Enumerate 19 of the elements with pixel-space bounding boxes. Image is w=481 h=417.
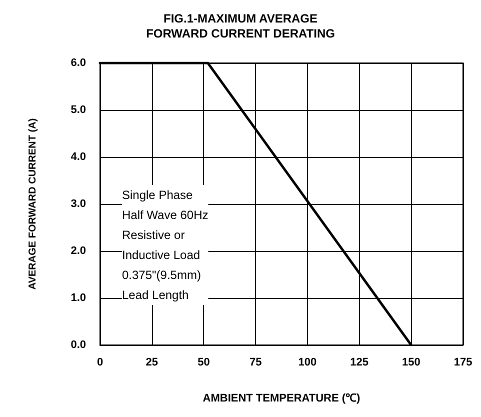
y-tick-label: 5.0 — [70, 104, 86, 116]
y-tick-label: 2.0 — [70, 245, 86, 257]
x-tick-label: 50 — [198, 356, 210, 368]
x-tick-label: 125 — [350, 356, 368, 368]
annotation: Single Phase Half Wave 60Hz Resistive or Inductive Load 0.375"(9.5mm) Lead Length — [122, 188, 208, 302]
y-axis-title: AVERAGE FORWARD CURRENT (A) — [28, 118, 38, 290]
chart-title: FIG.1-MAXIMUM AVERAGE FORWARD CURRENT DERATING — [146, 12, 335, 40]
x-axis-title: AMBIENT TEMPERATURE (℃) — [202, 392, 361, 404]
x-tick-label: 150 — [402, 356, 420, 368]
y-tick-label: 1.0 — [70, 292, 86, 304]
x-tick-label: 75 — [249, 356, 262, 368]
x-tick-label: 175 — [454, 356, 472, 368]
x-tick-label: 0 — [96, 356, 104, 368]
x-tick-label: 100 — [298, 356, 317, 368]
y-tick-label: 3.0 — [70, 198, 86, 210]
y-tick-label: 4.0 — [70, 151, 86, 163]
y-tick-label: 6.0 — [70, 57, 86, 69]
x-tick-label: 25 — [146, 356, 158, 368]
y-tick-label: 0.0 — [70, 339, 86, 351]
